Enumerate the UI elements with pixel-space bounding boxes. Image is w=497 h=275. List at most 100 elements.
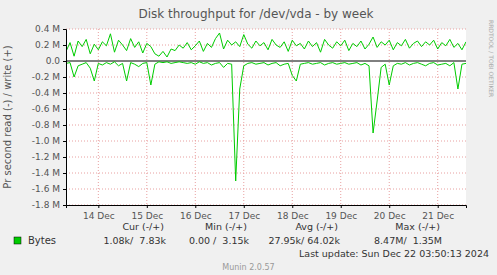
source: Munin 2.0.57 [222,263,274,272]
x-tick-label: 16 Dec [180,211,212,221]
grid-line-x [243,29,244,205]
grid-line-y [66,29,466,30]
grid-line-x [437,29,438,205]
y-tick-mark [63,157,66,158]
x-tick: 15 Dec [131,205,163,221]
grid-line-x [292,29,293,205]
y-tick-label: -1.8 M [32,200,60,210]
grid-line-y [66,109,466,110]
grid-line-x [195,29,196,205]
y-tick: 0.0 [46,56,66,66]
y-tick-mark [63,109,66,110]
grid-line-x [389,29,390,205]
y-tick-label: -1.0 M [32,136,60,146]
y-tick: -1.2 M [32,152,66,162]
grid-line-y [66,189,466,190]
y-tick: -0.4 M [32,88,66,98]
x-tick-label: 15 Dec [131,211,163,221]
x-tick-mark [389,205,390,208]
grid-line-y [66,125,466,126]
zero-line [66,61,466,62]
grid-line-y [66,93,466,94]
y-tick: -0.8 M [32,120,66,130]
y-tick-label: -0.2 M [32,72,60,82]
x-tick-mark [147,205,148,208]
y-tick-mark [63,77,66,78]
x-tick: 17 Dec [228,205,260,221]
x-tick: 21 Dec [422,205,454,221]
y-tick-label: -0.4 M [32,88,60,98]
series-line [66,62,466,181]
grid [66,29,466,205]
y-tick-mark [63,205,66,206]
grid-line-x [340,29,341,205]
plot-background [66,29,466,205]
y-tick-label: -1.2 M [32,152,60,162]
x-tick: 18 Dec [277,205,309,221]
y-tick: -1.8 M [32,200,66,210]
grid-line-x [98,29,99,205]
legend-swatch [14,237,21,244]
stats-value: 27.95k/ 64.02k [268,235,340,246]
stats-value: 1.08k/ 7.83k [103,235,166,246]
plot-marks [66,33,466,181]
y-tick-label: -1.4 M [32,168,60,178]
last-update: Last update: Sun Dec 22 03:50:13 2024 [299,248,489,259]
y-tick-mark [63,45,66,46]
y-axis-line [63,30,67,206]
grid-line-x [146,29,147,205]
x-tick-mark [438,205,439,208]
stats-header: Cur (-/+) [122,221,164,232]
x-axis-line [67,206,467,209]
x-tick-mark [98,205,99,208]
x-tick-label: 18 Dec [277,211,309,221]
y-tick-mark [63,173,66,174]
y-tick-mark [63,61,66,62]
x-tick-label: 14 Dec [83,211,115,221]
stats-header: Min (-/+) [205,221,247,232]
y-tick-mark [63,125,66,126]
legend: Bytes Cur (-/+) Min (-/+) Avg (-/+) Max (-/+… [14,221,442,246]
x-tick: 20 Dec [374,205,406,221]
y-tick-label: -0.6 M [32,104,60,114]
grid-line-y [66,157,466,158]
y-axis-title: Pr second read (-) / write (+) [2,45,13,188]
y-tick: -0.2 M [32,72,66,82]
stats-header: Max (-/+) [395,221,440,232]
x-tick: 16 Dec [180,205,212,221]
x-tick-mark [292,205,293,208]
x-tick-label: 17 Dec [228,211,260,221]
y-tick: 0.2 M [35,40,66,50]
series-line [66,33,466,57]
y-tick: -1.4 M [32,168,66,178]
y-tick-mark [63,189,66,190]
stats-header: Avg (-/+) [295,221,338,232]
x-tick-label: 20 Dec [374,211,406,221]
y-tick-label: 0.2 M [35,40,60,50]
x-tick: 14 Dec [83,205,115,221]
y-tick-label: -0.8 M [32,120,60,130]
y-tick-label: -1.6 M [32,184,60,194]
y-tick: -1.6 M [32,184,66,194]
y-axis: 0.4 M 0.2 M 0.0 -0.2 M -0.4 M -0.6 M -0.8 M -1.… [32,24,67,210]
stats-value: 0.00 / 3.15k [189,235,250,246]
chart-svg: 0.4 M 0.2 M 0.0 -0.2 M -0.4 M -0.6 M -0.8 M -1.… [0,0,497,275]
grid-line-y [66,141,466,142]
x-tick-mark [195,205,196,208]
grid-line-y [66,173,466,174]
x-tick-mark [244,205,245,208]
y-tick: -1.0 M [32,136,66,146]
x-tick: 19 Dec [325,205,357,221]
y-tick-mark [63,141,66,142]
stats-value: 8.47M/ 1.35M [374,235,442,246]
legend-label: Bytes [28,235,56,246]
y-tick-label: 0.4 M [35,24,60,34]
y-tick: -0.6 M [32,104,66,114]
x-tick-label: 19 Dec [325,211,357,221]
x-tick-label: 21 Dec [422,211,454,221]
y-tick: 0.4 M [35,24,66,34]
y-tick-mark [63,93,66,94]
background [0,0,497,275]
x-axis: 14 Dec 15 Dec 16 Dec 17 Dec 18 Dec 19 Dec 20 D… [67,205,467,221]
watermark: RRDTOOL / TOBI OETIKER [488,20,495,97]
